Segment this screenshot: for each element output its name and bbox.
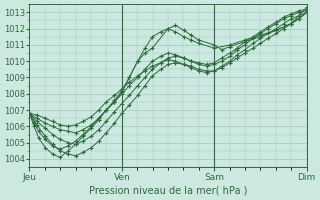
X-axis label: Pression niveau de la mer( hPa ): Pression niveau de la mer( hPa ) — [89, 186, 247, 196]
